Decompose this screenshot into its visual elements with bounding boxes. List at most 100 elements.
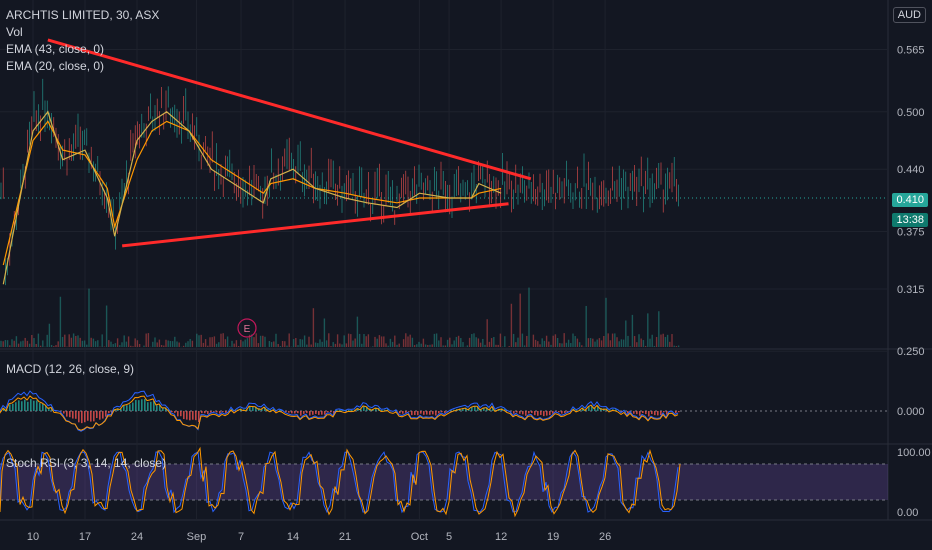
earnings-marker <box>237 318 257 338</box>
volume-bar <box>198 335 200 347</box>
volume-bar <box>24 337 26 347</box>
volume-bar <box>143 345 145 347</box>
volume-bar <box>383 336 385 347</box>
macd-histogram-bar <box>285 411 287 412</box>
volume-bar <box>647 313 649 347</box>
macd-histogram-bar <box>18 400 20 411</box>
volume-bar <box>108 340 110 347</box>
symbol-title[interactable]: ARCHTIS LIMITED, 30, ASX <box>6 8 160 22</box>
volume-bar <box>413 345 416 347</box>
volume-bar <box>354 338 356 347</box>
volume-bar <box>125 341 128 347</box>
time-tick-label: 14 <box>287 531 299 543</box>
volume-bar <box>438 340 440 347</box>
volume-bar <box>572 333 574 347</box>
volume-bar <box>598 338 601 347</box>
volume-bar <box>468 337 471 347</box>
volume-bar <box>70 337 73 347</box>
volume-bar <box>112 344 114 347</box>
volume-bar <box>88 288 90 347</box>
volume-bar <box>231 340 233 347</box>
volume-bar <box>605 297 607 347</box>
volume-bar <box>552 335 554 347</box>
bar-countdown-tag: 13:38 <box>892 213 928 227</box>
volume-bar <box>220 333 222 347</box>
volume-bar <box>671 334 673 347</box>
currency-badge[interactable]: AUD <box>892 7 926 23</box>
volume-bar <box>488 341 491 347</box>
macd-histogram-bar <box>504 409 506 411</box>
volume-bar <box>37 333 40 347</box>
volume-legend[interactable]: Vol <box>6 25 23 39</box>
macd-histogram-bar <box>405 411 407 413</box>
volume-bar <box>409 334 411 347</box>
macd-histogram-bar <box>594 407 596 411</box>
volume-bar <box>521 333 524 347</box>
macd-histogram-bar <box>93 411 95 422</box>
macd-histogram-bar <box>9 404 11 411</box>
macd-histogram-bar <box>12 403 14 411</box>
volume-bar <box>286 345 288 347</box>
volume-bar <box>83 340 86 347</box>
volume-bar <box>218 342 220 347</box>
volume-bar <box>376 338 378 347</box>
volume-bar <box>554 334 557 347</box>
volume-bar <box>576 338 579 347</box>
earnings-marker-label: E <box>244 324 251 335</box>
macd-histogram-bar <box>132 402 134 411</box>
ema-20-legend[interactable]: EMA (20, close, 0) <box>6 59 105 73</box>
ema-43-legend[interactable]: EMA (43, close, 0) <box>6 42 105 56</box>
volume-bar <box>424 344 427 347</box>
macd-histogram-bar <box>402 411 404 414</box>
volume-bar <box>176 341 178 347</box>
volume-bar <box>633 336 636 347</box>
volume-bar <box>539 344 541 347</box>
volume-bar <box>110 341 112 347</box>
macd-histogram-bar <box>222 411 224 413</box>
volume-bar <box>596 339 598 347</box>
macd-histogram-bar <box>333 411 335 414</box>
volume-bar <box>444 345 447 347</box>
stoch-d-line <box>0 446 681 518</box>
macd-histogram-bar <box>633 411 635 414</box>
macd-histogram-bar <box>231 408 233 411</box>
volume-bar <box>574 336 576 347</box>
macd-histogram-bar <box>102 411 104 419</box>
macd-histogram-bar <box>399 411 401 414</box>
macd-histogram-bar <box>417 411 419 416</box>
macd-histogram-bar <box>174 411 176 413</box>
volume-bar <box>534 339 537 347</box>
macd-histogram-bar <box>264 406 266 411</box>
volume-bar <box>484 344 486 347</box>
macd-histogram-bar <box>600 408 602 411</box>
volume-bar <box>328 333 330 347</box>
volume-bar <box>614 333 616 347</box>
stoch-legend-label[interactable]: Stoch RSI (3, 3, 14, 14, close) <box>6 456 167 470</box>
volume-bar <box>156 342 158 347</box>
volume-bar <box>347 333 350 347</box>
volume-bar <box>587 338 590 347</box>
volume-bar <box>504 336 506 347</box>
volume-bar <box>589 338 592 347</box>
macd-histogram-bar <box>558 411 560 413</box>
volume-bar <box>17 343 20 347</box>
macd-histogram-bar <box>180 411 182 417</box>
volume-bar <box>165 339 167 347</box>
volume-bar <box>433 333 436 347</box>
macd-legend-label[interactable]: MACD (12, 26, close, 9) <box>6 362 135 376</box>
macd-histogram-bar <box>489 408 491 411</box>
macd-histogram-bar <box>141 399 143 411</box>
volume-bar <box>185 342 187 347</box>
macd-histogram-bar <box>150 401 152 411</box>
time-tick-label: 24 <box>131 531 143 543</box>
macd-histogram-bar <box>540 411 542 415</box>
macd-histogram-bar <box>270 410 272 411</box>
triangle-trendline <box>47 38 532 181</box>
volume-bar <box>541 338 543 347</box>
volume-bar <box>306 344 308 347</box>
macd-histogram-bar <box>465 407 467 411</box>
volume-bar <box>411 337 414 347</box>
volume-bar <box>39 345 42 347</box>
volume-bar <box>301 339 304 347</box>
